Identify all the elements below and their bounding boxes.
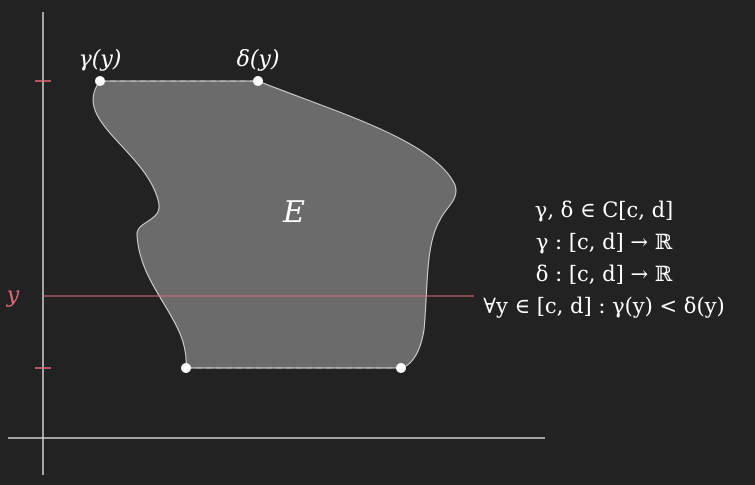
condition-delta-map: δ : [c, d] → ℝ xyxy=(459,258,749,290)
point-gamma-bottom xyxy=(181,363,191,373)
conditions-block: γ, δ ∈ C[c, d] γ : [c, d] → ℝ δ : [c, d]… xyxy=(459,194,749,322)
condition-continuity: γ, δ ∈ C[c, d] xyxy=(459,194,749,226)
y-axis-label: y xyxy=(6,283,20,308)
point-gamma-top xyxy=(95,76,105,86)
point-delta-bottom xyxy=(396,363,406,373)
region-e xyxy=(93,81,456,368)
delta-label: δ(y) xyxy=(237,47,280,72)
point-delta-top xyxy=(253,76,263,86)
gamma-label: γ(y) xyxy=(79,47,122,72)
region-label: E xyxy=(282,195,305,230)
condition-inequality: ∀y ∈ [c, d] : γ(y) < δ(y) xyxy=(459,290,749,322)
condition-gamma-map: γ : [c, d] → ℝ xyxy=(459,226,749,258)
